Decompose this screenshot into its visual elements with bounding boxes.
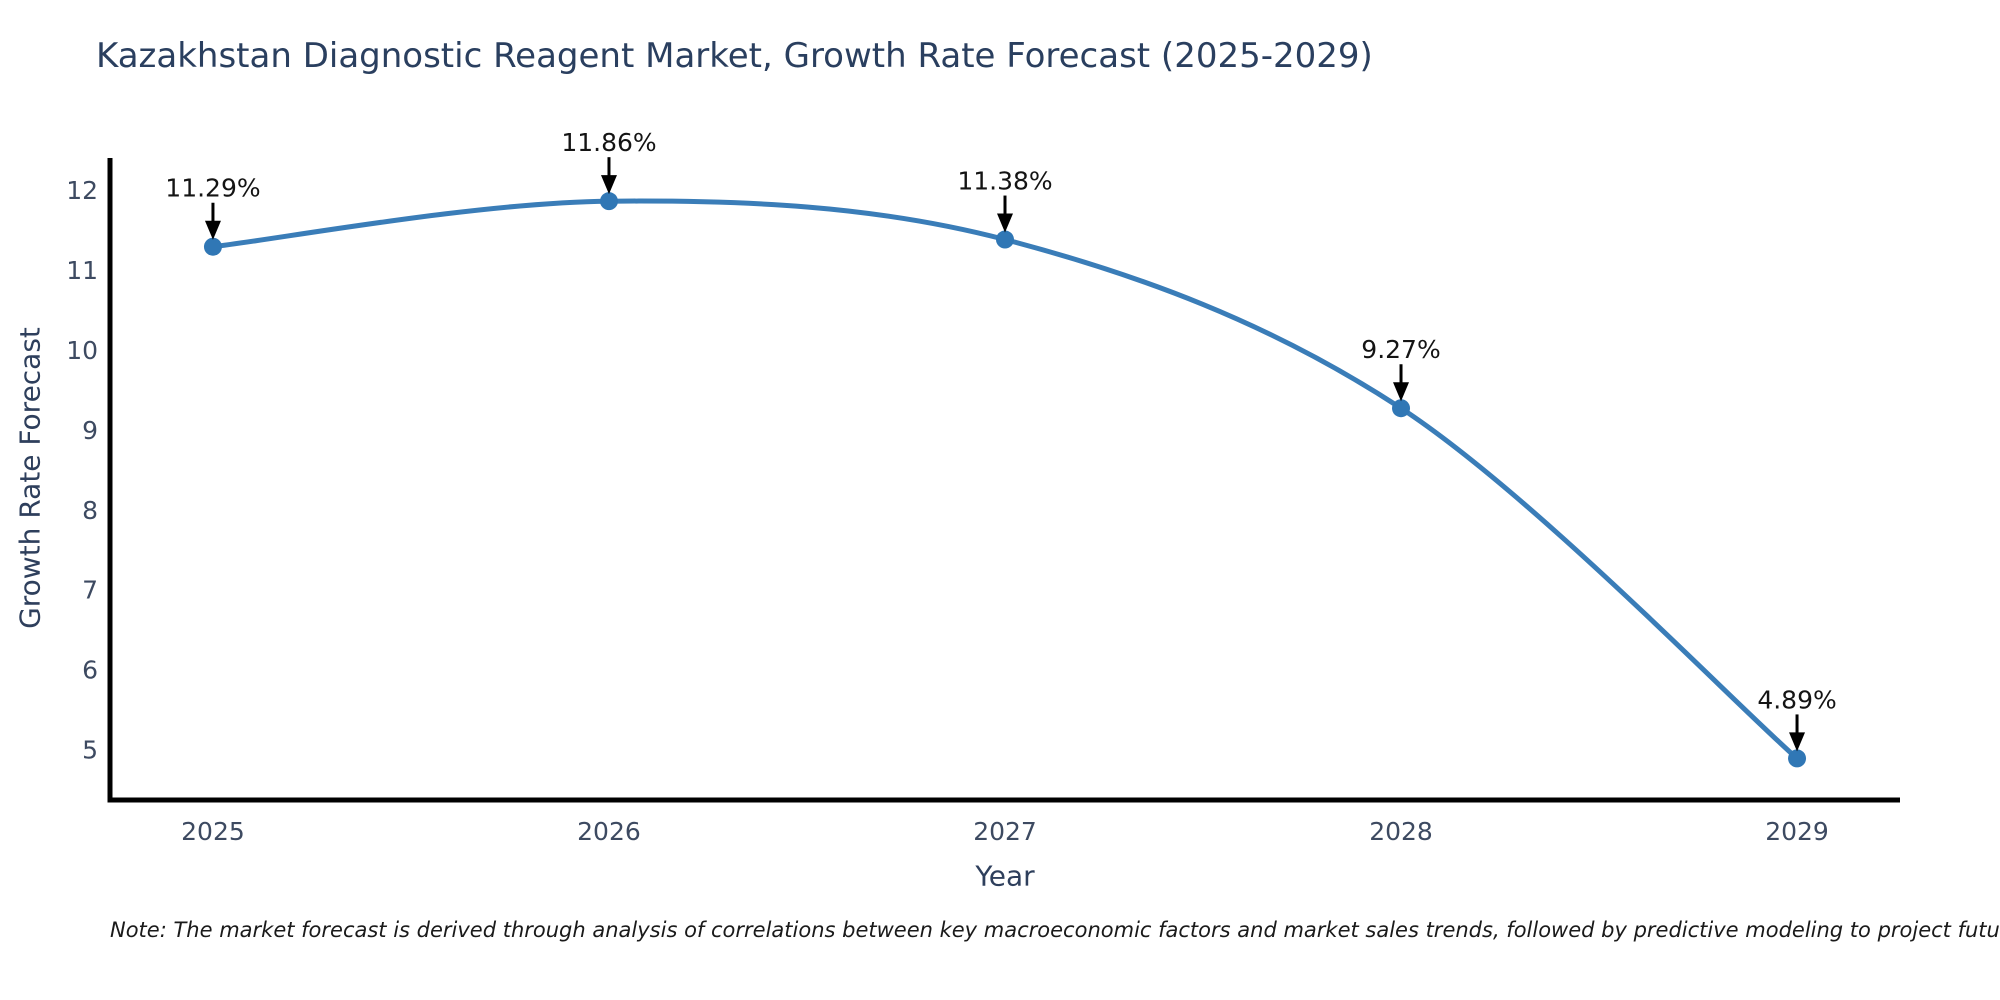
data-point-2025	[203, 237, 222, 256]
footnote: Note: The market forecast is derived thr…	[110, 918, 2000, 942]
x-axis-label: Year	[975, 859, 1035, 893]
y-tick-label: 10	[66, 336, 98, 365]
y-tick-label: 8	[82, 496, 98, 525]
annotation-arrowhead	[1393, 382, 1410, 402]
y-tick-label: 5	[82, 736, 98, 765]
y-tick-label: 6	[82, 656, 98, 685]
data-point-2027	[996, 230, 1014, 249]
annotation-arrowhead	[1789, 732, 1806, 752]
data-point-label: 11.86%	[561, 128, 656, 157]
annotation-arrowhead	[204, 220, 221, 240]
forecast-line	[210, 198, 1800, 761]
annotation-arrowhead	[997, 213, 1013, 233]
data-point-2026	[599, 192, 618, 211]
annotation-arrowhead	[600, 175, 617, 195]
data-point-2029	[1788, 749, 1807, 768]
x-tick-label: 2028	[1369, 817, 1433, 846]
data-point-label: 11.38%	[957, 167, 1052, 196]
y-tick-label: 12	[66, 176, 98, 205]
y-axis-label: Growth Rate Forecast	[13, 327, 47, 629]
y-tick-label: 9	[82, 416, 98, 445]
y-tick-label: 7	[82, 576, 98, 605]
x-tick-label: 2026	[577, 817, 641, 846]
chart-title: Kazakhstan Diagnostic Reagent Market, Gr…	[96, 36, 1373, 76]
x-tick-label: 2025	[181, 817, 245, 846]
data-point-label: 9.27%	[1361, 335, 1440, 364]
y-tick-label: 11	[66, 256, 98, 285]
data-point-label: 11.29%	[165, 174, 260, 203]
x-tick-label: 2029	[1765, 817, 1829, 846]
x-tick-label: 2027	[973, 817, 1037, 846]
data-point-label: 4.89%	[1757, 685, 1836, 714]
data-point-2028	[1392, 399, 1411, 418]
